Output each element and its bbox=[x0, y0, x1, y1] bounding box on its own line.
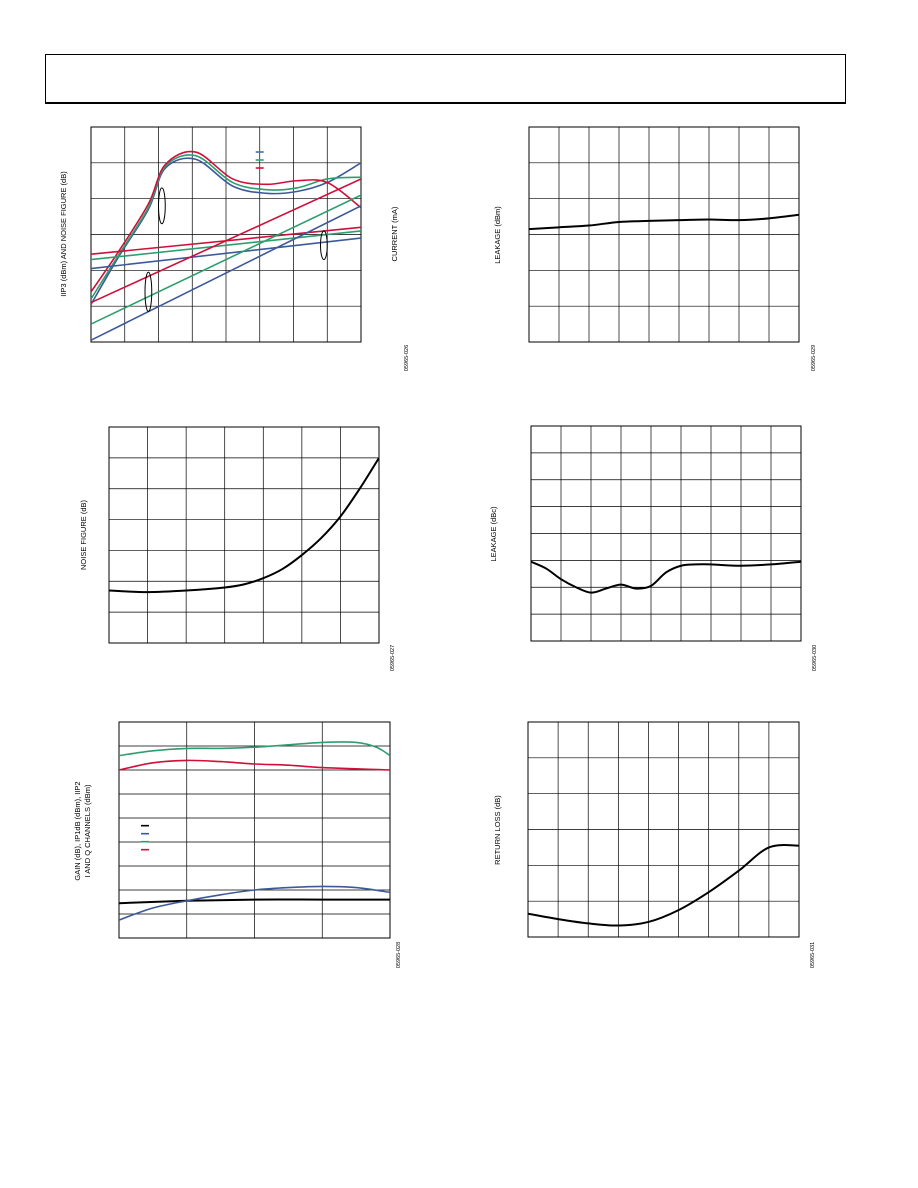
y-axis-label: IIP3 (dBm) AND NOISE FIGURE (dB) bbox=[59, 171, 68, 297]
figure-code: 05965-031 bbox=[810, 942, 816, 968]
series-line-5 bbox=[91, 230, 361, 261]
series-line-2 bbox=[91, 154, 361, 300]
series-line-7 bbox=[91, 205, 361, 341]
series-line-1 bbox=[529, 213, 799, 231]
series-line-1 bbox=[119, 741, 390, 757]
annotation-ellipse-3 bbox=[320, 230, 328, 261]
y-axis-label: NOISE FIGURE (dB) bbox=[79, 499, 88, 570]
y-axis-label: GAIN (dB), IP1dB (dBm), IIP2 bbox=[73, 781, 82, 880]
series-line-3 bbox=[119, 898, 390, 905]
annotation-ellipse-2 bbox=[144, 271, 153, 313]
series-line-4 bbox=[91, 237, 361, 270]
series-line-4 bbox=[119, 885, 390, 921]
series-line-2 bbox=[119, 759, 390, 771]
series-line-1 bbox=[528, 844, 799, 927]
figure-code: 05965-027 bbox=[390, 645, 396, 671]
chart-3: NOISE FIGURE (dB) 05965-027 bbox=[79, 426, 396, 671]
annotation-ellipse-1 bbox=[158, 187, 166, 225]
chart-5: GAIN (dB), IP1dB (dBm), IIP2 I AND Q CHAN… bbox=[73, 721, 402, 968]
chart-2: LEAKAGE (dBm) 05965-029 bbox=[493, 126, 817, 371]
y-axis-label: LEAKAGE (dBc) bbox=[489, 506, 498, 562]
series-line-9 bbox=[91, 178, 361, 304]
plot-frame bbox=[527, 721, 800, 938]
figure-code: 05965-030 bbox=[812, 645, 818, 671]
chart-4: LEAKAGE (dBc) 05965-030 bbox=[489, 425, 818, 671]
y-axis-label: RETURN LOSS (dB) bbox=[493, 795, 502, 865]
series-line-1 bbox=[531, 560, 801, 594]
series-line-3 bbox=[91, 150, 361, 293]
plot-frame bbox=[528, 126, 800, 343]
series-line-1 bbox=[109, 457, 379, 594]
y-axis-label: LEAKAGE (dBm) bbox=[493, 206, 502, 264]
y-axis-label-line-2: I AND Q CHANNELS (dBm) bbox=[83, 784, 92, 877]
secondary-y-axis-label: CURRENT (mA) bbox=[390, 206, 399, 261]
series-line-8 bbox=[91, 194, 361, 325]
page-header-box bbox=[45, 54, 846, 104]
chart-6: RETURN LOSS (dB) 05965-031 bbox=[493, 721, 816, 968]
figure-code: 05965-026 bbox=[404, 345, 410, 371]
plot-frame bbox=[118, 721, 391, 939]
plot-frame bbox=[530, 425, 802, 642]
plot-frame bbox=[90, 126, 362, 343]
chart-1: IIP3 (dBm) AND NOISE FIGURE (dB) CURRENT … bbox=[59, 126, 410, 371]
plot-frame bbox=[108, 426, 380, 644]
figure-code: 05965-028 bbox=[396, 942, 402, 968]
series-line-1 bbox=[91, 157, 361, 305]
figure-code: 05965-029 bbox=[811, 345, 817, 371]
